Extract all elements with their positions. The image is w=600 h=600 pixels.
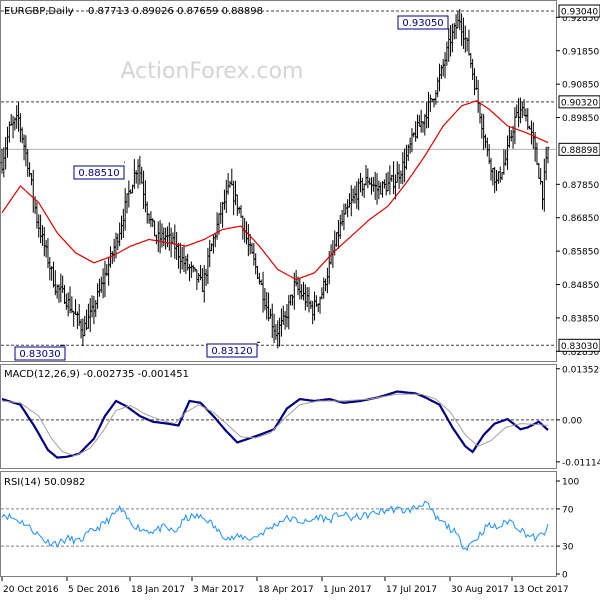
x-tick-label: 3 Mar 2017 bbox=[193, 585, 244, 595]
price-level-badge: 0.90320 bbox=[558, 95, 600, 109]
price-level-badge: 0.83030 bbox=[558, 338, 600, 352]
ohlc-label: 0.87713 0.89026 0.87659 0.88898 bbox=[88, 6, 263, 17]
x-tick-label: 20 Oct 2016 bbox=[3, 585, 59, 595]
price-tick-label: 0.82850 bbox=[562, 348, 599, 358]
svg-text:0.93040: 0.93040 bbox=[561, 8, 598, 18]
x-tick-label: 17 Jul 2017 bbox=[386, 585, 437, 595]
macd-tick-label: -0.011148 bbox=[562, 458, 600, 468]
macd-panel[interactable] bbox=[0, 364, 557, 469]
rsi-tick-label: 100 bbox=[562, 478, 579, 488]
price-tick-label: 0.92850 bbox=[562, 14, 599, 24]
macd-title: MACD(12,26,9) -0.002735 -0.001451 bbox=[4, 369, 189, 380]
rsi-line bbox=[1, 500, 549, 552]
macd-tick-label: 0.00 bbox=[562, 416, 582, 426]
price-panel[interactable] bbox=[0, 0, 557, 362]
macd-signal-line bbox=[1, 393, 549, 457]
price-tick-label: 0.85850 bbox=[562, 248, 599, 258]
price-tick-label: 0.90850 bbox=[562, 81, 599, 91]
x-tick-label: 1 Jun 2017 bbox=[323, 585, 371, 595]
moving-average-line bbox=[1, 100, 549, 281]
price-tick-label: 0.87850 bbox=[562, 181, 599, 191]
x-tick-label: 13 Oct 2017 bbox=[513, 585, 569, 595]
rsi-tick-label: 0 bbox=[562, 571, 568, 581]
svg-text:0.88898: 0.88898 bbox=[561, 146, 598, 156]
price-annotation: 0.93050 bbox=[397, 10, 449, 30]
x-tick-label: 5 Dec 2016 bbox=[68, 585, 120, 595]
svg-text:0.83120: 0.83120 bbox=[211, 346, 252, 357]
svg-text:0.83030: 0.83030 bbox=[561, 342, 598, 352]
rsi-tick-label: 70 bbox=[562, 505, 574, 515]
price-level-badge: 0.88898 bbox=[558, 142, 600, 156]
price-tick-label: 0.83850 bbox=[562, 314, 599, 324]
price-tick-label: 0.89850 bbox=[562, 114, 599, 124]
x-tick-label: 30 Aug 2017 bbox=[451, 585, 509, 595]
price-annotation: 0.88510 bbox=[73, 161, 125, 180]
svg-text:0.83030: 0.83030 bbox=[19, 349, 60, 360]
price-tick-label: 0.91850 bbox=[562, 47, 599, 57]
price-tick-label: 0.86850 bbox=[562, 214, 599, 224]
price-annotation: 0.83030 bbox=[14, 344, 66, 361]
macd-tick-label: 0.013529 bbox=[562, 365, 600, 375]
svg-text:0.88510: 0.88510 bbox=[78, 168, 119, 179]
svg-text:0.90320: 0.90320 bbox=[561, 98, 598, 108]
price-level-badge: 0.93040 bbox=[558, 4, 600, 18]
header: EURGBP,Daily 0.87713 0.89026 0.87659 0.8… bbox=[4, 6, 263, 17]
watermark: ActionForex.com bbox=[121, 59, 304, 84]
price-bar bbox=[546, 146, 550, 164]
rsi-tick-label: 30 bbox=[562, 543, 574, 553]
symbol-label: EURGBP,Daily bbox=[4, 6, 74, 17]
price-tick-label: 0.84850 bbox=[562, 281, 599, 291]
x-tick-label: 18 Jan 2017 bbox=[131, 585, 185, 595]
svg-text:0.93050: 0.93050 bbox=[402, 18, 443, 29]
rsi-title: RSI(14) 50.0982 bbox=[4, 477, 85, 488]
price-annotation: 0.83120 bbox=[206, 341, 260, 358]
x-tick-label: 18 Apr 2017 bbox=[258, 585, 314, 595]
